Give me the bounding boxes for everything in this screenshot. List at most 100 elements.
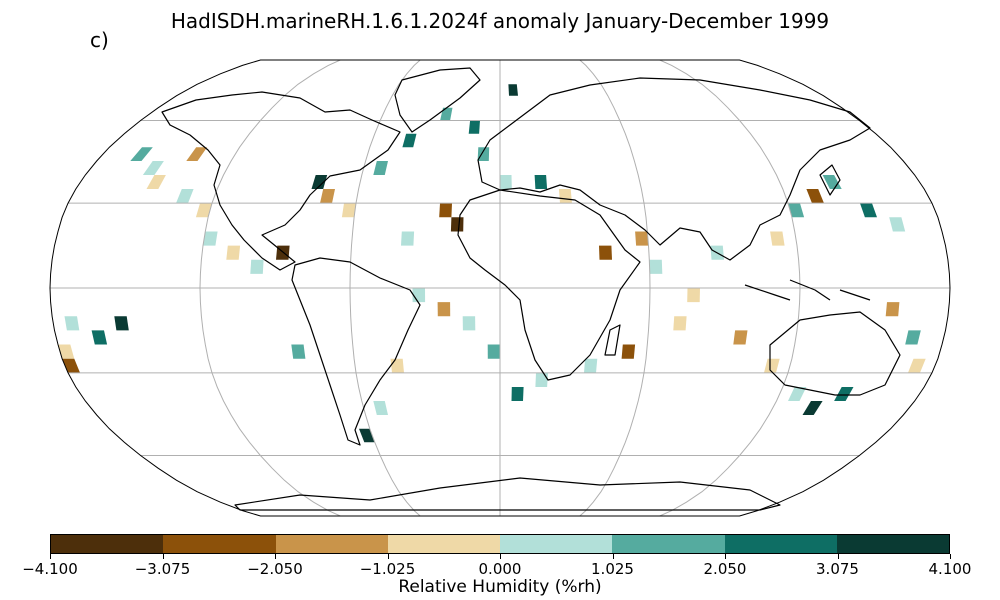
anomaly-cell bbox=[373, 161, 388, 175]
anomaly-cell bbox=[733, 330, 748, 345]
anomaly-cell bbox=[176, 189, 194, 204]
anomaly-cell bbox=[621, 344, 636, 359]
anomaly-cell bbox=[311, 175, 328, 189]
anomaly-cell bbox=[500, 175, 512, 189]
anomaly-cell bbox=[860, 203, 877, 218]
anomaly-cell bbox=[412, 288, 426, 303]
coastlines bbox=[161, 67, 901, 511]
colorbar-swatch bbox=[51, 535, 164, 553]
anomaly-cell bbox=[764, 358, 780, 373]
anomaly-cell bbox=[114, 316, 129, 331]
colorbar-tick bbox=[612, 554, 614, 559]
anomaly-cell bbox=[468, 120, 480, 134]
anomaly-cell bbox=[635, 231, 649, 246]
colorbar-tick-label: −4.100 bbox=[22, 560, 78, 578]
anomaly-cell bbox=[64, 316, 80, 331]
graticule bbox=[50, 60, 950, 516]
antarctica-coast bbox=[234, 477, 781, 511]
anomaly-cell bbox=[673, 316, 687, 331]
anomaly-cell bbox=[788, 203, 805, 218]
globe-outline bbox=[49, 59, 951, 517]
anomaly-cell bbox=[373, 401, 388, 415]
anomaly-cell bbox=[487, 344, 500, 359]
anomaly-cell bbox=[58, 344, 75, 359]
anomaly-cell bbox=[450, 217, 464, 232]
anomaly-cell bbox=[802, 401, 823, 415]
africa-coast bbox=[457, 189, 641, 381]
anomaly-cell bbox=[91, 330, 108, 345]
australia-coast bbox=[769, 311, 901, 396]
anomaly-cell bbox=[130, 147, 153, 161]
map-title: HadISDH.marineRH.1.6.1.2024f anomaly Jan… bbox=[170, 9, 830, 33]
anomaly-cell bbox=[250, 259, 264, 274]
anomaly-cell bbox=[788, 387, 807, 401]
north-america-coast bbox=[161, 91, 401, 271]
colorbar-label: Relative Humidity (%rh) bbox=[398, 577, 602, 597]
anomaly-cell bbox=[402, 133, 417, 148]
colorbar bbox=[50, 534, 950, 554]
colorbar-tick-label: −1.025 bbox=[359, 560, 416, 578]
madagascar-coast bbox=[604, 324, 621, 356]
anomaly-cell bbox=[477, 147, 490, 161]
colorbar-ticks: −4.100 −3.075 −2.050 −1.025 0.000 1.025 2.050 3… bbox=[22, 554, 971, 584]
greenland-coast bbox=[394, 67, 481, 133]
anomaly-cell bbox=[905, 330, 921, 345]
meridian-line bbox=[659, 60, 801, 516]
anomaly-cell bbox=[195, 203, 212, 218]
anomaly-cell bbox=[534, 175, 548, 189]
colorbar-swatch bbox=[724, 535, 837, 553]
colorbar-swatch bbox=[836, 535, 949, 553]
colorbar-tick bbox=[50, 554, 51, 559]
anomaly-cell bbox=[770, 231, 785, 246]
anomaly-cell bbox=[401, 231, 415, 246]
anomaly-cell bbox=[437, 302, 451, 317]
anomaly-cell bbox=[440, 107, 453, 121]
anomaly-cell bbox=[511, 387, 524, 401]
anomaly-cell bbox=[439, 203, 452, 218]
anomaly-cell bbox=[889, 217, 906, 232]
anomaly-cell bbox=[584, 358, 598, 373]
colorbar-tick-label: 3.075 bbox=[816, 560, 859, 578]
anomaly-cell bbox=[558, 189, 572, 204]
colorbar-tick-label: 0.000 bbox=[478, 560, 522, 578]
japan-coast bbox=[819, 164, 841, 196]
colorbar-tick bbox=[387, 554, 389, 559]
world-map bbox=[49, 59, 951, 517]
indonesia-coast bbox=[744, 279, 871, 301]
colorbar-swatch bbox=[612, 535, 725, 553]
eurasia-coast bbox=[477, 77, 871, 261]
colorbar-tick bbox=[725, 554, 726, 559]
colorbar-swatch bbox=[163, 535, 276, 553]
colorbar-tick bbox=[162, 554, 164, 559]
colorbar-tick bbox=[837, 554, 839, 559]
meridian-line bbox=[579, 60, 651, 516]
anomaly-cell bbox=[687, 288, 700, 303]
colorbar-tick-label: −2.050 bbox=[247, 560, 303, 578]
anomaly-cell bbox=[649, 259, 663, 274]
anomaly-cells bbox=[58, 84, 926, 443]
colorbar-tick-label: −3.075 bbox=[134, 560, 191, 578]
colorbar-tick-label: 4.100 bbox=[928, 560, 972, 578]
colorbar-swatch bbox=[387, 535, 500, 553]
anomaly-cell bbox=[226, 245, 241, 260]
anomaly-cell bbox=[508, 84, 518, 96]
anomaly-cell bbox=[203, 231, 218, 246]
colorbar-swatch bbox=[275, 535, 388, 553]
colorbar-tick bbox=[950, 554, 951, 559]
anomaly-cell bbox=[908, 358, 926, 373]
south-america-coast bbox=[291, 257, 421, 446]
panel-label: c) bbox=[90, 28, 109, 52]
colorbar-tick-label: 1.025 bbox=[591, 560, 634, 578]
meridian-line bbox=[349, 60, 421, 516]
anomaly-cell bbox=[291, 344, 306, 359]
anomaly-cell bbox=[535, 372, 548, 387]
anomaly-cell bbox=[186, 147, 208, 161]
anomaly-cell bbox=[462, 316, 476, 331]
colorbar-tick-label: 2.050 bbox=[703, 560, 747, 578]
anomaly-cell bbox=[599, 245, 612, 260]
colorbar-tick bbox=[500, 554, 501, 559]
anomaly-cell bbox=[146, 175, 166, 189]
meridian-line bbox=[199, 60, 341, 516]
colorbar-swatch bbox=[500, 535, 613, 553]
anomaly-cell bbox=[390, 358, 404, 373]
